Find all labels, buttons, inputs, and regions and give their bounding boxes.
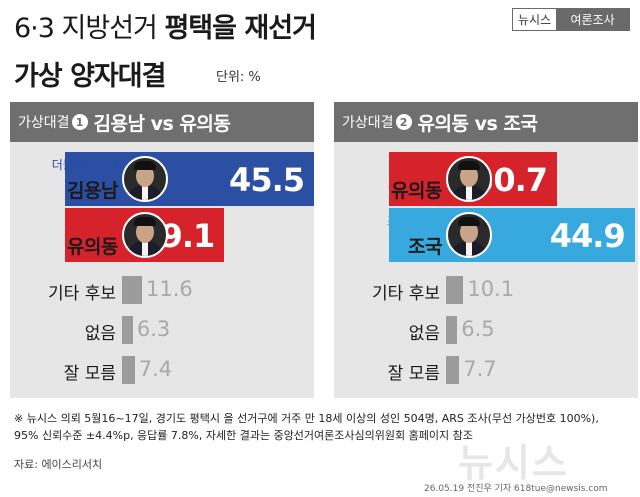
other-category-label: 잘 모름 bbox=[387, 364, 440, 384]
title-part2: 평택을 재선거 bbox=[164, 13, 316, 44]
other-category-label: 없음 bbox=[408, 324, 440, 344]
other-value-label: 7.4 bbox=[138, 357, 173, 381]
chart-title-line1: 6·3 지방선거 평택을 재선거 bbox=[14, 6, 317, 45]
candidate-value-label: 45.5 bbox=[229, 161, 305, 199]
matchup-panel-2: 가상대결 2 유의동 vs 조국 30.7 국민의힘 유의동 44.9 조국혁신당 조국 기… bbox=[334, 102, 638, 398]
matchup-panel-1: 가상대결 1 김용남 vs 유의동 45.5 더불어민주당 김용남 29.1 국민의힘 유… bbox=[10, 102, 314, 398]
other-bar bbox=[122, 276, 142, 304]
brand-badge: 뉴시스 여론조사 bbox=[512, 8, 630, 31]
other-category-label: 기타 후보 bbox=[48, 284, 116, 304]
candidate-party: 국민의힘 bbox=[397, 158, 442, 172]
other-category-label: 기타 후보 bbox=[372, 284, 440, 304]
footnote: ※ 뉴시스 의뢰 5월16~17일, 경기도 평택시 을 선거구에 거주 만 1… bbox=[14, 410, 599, 444]
candidate-party: 조국혁신당 bbox=[386, 214, 442, 228]
candidate-name: 김용남 bbox=[67, 180, 118, 202]
candidate-photo bbox=[446, 156, 492, 202]
candidate-photo bbox=[122, 212, 168, 258]
candidate-value-label: 44.9 bbox=[549, 217, 626, 255]
other-bar bbox=[446, 276, 464, 304]
credit-text: 26.05.19 전진우 기자 618tue@newsis.com bbox=[424, 484, 608, 494]
panel-header-2: 가상대결 2 유의동 vs 조국 bbox=[334, 102, 638, 142]
other-value-label: 6.3 bbox=[136, 317, 171, 341]
candidate-name: 유의동 bbox=[67, 236, 118, 258]
candidate-name: 유의동 bbox=[391, 180, 442, 202]
candidate-photo bbox=[122, 156, 168, 202]
panel-number-badge: 2 bbox=[395, 114, 412, 130]
panel-label: 가상대결 bbox=[342, 115, 394, 131]
title-part1: 6·3 지방선거 bbox=[14, 13, 165, 44]
other-bar bbox=[122, 316, 133, 344]
other-value-label: 6.5 bbox=[461, 317, 495, 341]
footnote-line2: 95% 신뢰수준 ±4.4%p, 응답률 7.8%, 자세한 결과는 중앙선거여… bbox=[14, 429, 473, 442]
other-bar bbox=[446, 316, 458, 344]
panel-header-1: 가상대결 1 김용남 vs 유의동 bbox=[10, 102, 314, 142]
panel-number-badge: 1 bbox=[71, 114, 88, 130]
chart-title-line2: 가상 양자대결 bbox=[14, 61, 166, 92]
other-category-label: 잘 모름 bbox=[63, 364, 116, 384]
candidate-party: 국민의힘 bbox=[73, 214, 118, 228]
unit-label: 단위: % bbox=[216, 70, 261, 85]
brand-section: 여론조사 bbox=[556, 9, 629, 30]
candidate-photo bbox=[446, 212, 492, 258]
watermark-logo: 뉴시스 bbox=[458, 441, 569, 485]
candidate-bar bbox=[65, 152, 314, 206]
other-value-label: 7.7 bbox=[463, 357, 497, 381]
source-text: 자료: 에이스리서치 bbox=[14, 458, 103, 471]
candidate-name: 조국 bbox=[408, 236, 442, 258]
other-bar bbox=[446, 356, 460, 384]
other-value-label: 10.1 bbox=[467, 277, 515, 301]
other-category-label: 없음 bbox=[84, 324, 116, 344]
other-bar bbox=[122, 356, 135, 384]
matchup-title: 유의동 vs 조국 bbox=[417, 112, 538, 135]
matchup-title: 김용남 vs 유의동 bbox=[93, 112, 231, 135]
footnote-line1: ※ 뉴시스 의뢰 5월16~17일, 경기도 평택시 을 선거구에 거주 만 1… bbox=[14, 412, 599, 425]
brand-name: 뉴시스 bbox=[518, 13, 552, 27]
candidate-party: 더불어민주당 bbox=[51, 158, 118, 172]
candidate-bar bbox=[389, 208, 635, 262]
other-value-label: 11.6 bbox=[146, 277, 193, 301]
panel-label: 가상대결 bbox=[18, 115, 70, 131]
